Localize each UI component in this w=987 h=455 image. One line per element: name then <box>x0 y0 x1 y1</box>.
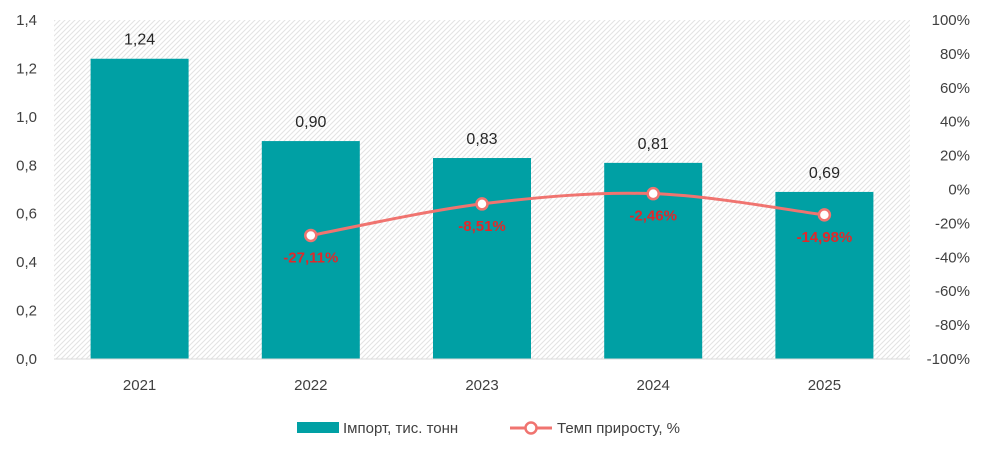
x-tick-label: 2025 <box>808 377 841 394</box>
x-tick-label: 2024 <box>637 377 670 394</box>
y-left-tick-label: 1,2 <box>16 60 37 77</box>
line-series <box>304 186 832 243</box>
bar-series <box>90 58 874 359</box>
line-data-labels: -27,11% -8,51% -2,46% -14,98% <box>283 208 852 267</box>
legend-swatch-marker <box>524 421 538 435</box>
line-data-label: -8,51% <box>458 218 506 235</box>
y-left-tick-label: 0,2 <box>16 303 37 320</box>
line-point <box>475 197 489 211</box>
y-right-tick-label: -60% <box>935 283 970 300</box>
legend-swatch-bar <box>297 422 339 433</box>
y-left-tick-label: 1,0 <box>16 109 37 126</box>
y-right-tick-label: -40% <box>935 249 970 266</box>
x-tick-label: 2022 <box>294 377 327 394</box>
bar <box>261 141 360 359</box>
y-right-tick-label: 20% <box>940 148 970 165</box>
x-tick-label: 2021 <box>123 377 156 394</box>
right-axis: -100% -80% -60% -40% -20% 0% 20% 40% 60% 80% 100% <box>927 12 970 368</box>
bar <box>90 58 189 359</box>
bar-data-label: 0,69 <box>809 165 840 182</box>
y-left-tick-label: 1,4 <box>16 12 37 29</box>
bar-data-label: 0,81 <box>638 136 669 153</box>
x-tick-label: 2023 <box>465 377 498 394</box>
y-left-tick-label: 0,4 <box>16 254 37 271</box>
line-path <box>309 191 826 237</box>
y-right-tick-label: 60% <box>940 80 970 97</box>
line-data-label: -27,11% <box>283 249 338 266</box>
bar-data-label: 0,90 <box>295 114 326 131</box>
legend: Імпорт, тис. тонн Темп приросту, % <box>297 420 680 437</box>
y-right-tick-label: 100% <box>932 12 970 29</box>
line-point <box>304 228 318 243</box>
y-right-tick-label: 0% <box>948 182 970 199</box>
y-left-tick-label: 0,8 <box>16 157 37 174</box>
legend-label-line: Темп приросту, % <box>557 420 680 437</box>
bar-data-label: 1,24 <box>124 32 155 49</box>
line-data-label: -2,46% <box>629 208 677 225</box>
y-right-tick-label: 80% <box>940 46 970 63</box>
y-right-tick-label: 40% <box>940 114 970 131</box>
left-axis: 0,0 0,2 0,4 0,6 0,8 1,0 1,2 1,4 <box>16 12 37 368</box>
x-axis: 2021 2022 2023 2024 2025 <box>123 377 841 394</box>
y-right-tick-label: -20% <box>935 215 970 232</box>
bar-data-label: 0,83 <box>466 131 497 148</box>
y-left-tick-label: 0,6 <box>16 206 37 223</box>
bar-data-labels: 1,24 0,90 0,83 0,81 0,69 <box>124 32 840 182</box>
line-point <box>817 208 832 222</box>
legend-label-bar: Імпорт, тис. тонн <box>343 420 458 437</box>
bar <box>433 158 531 359</box>
y-left-tick-label: 0,0 <box>16 351 37 368</box>
y-right-tick-label: -100% <box>927 351 970 368</box>
y-right-tick-label: -80% <box>935 317 970 334</box>
line-point <box>646 186 660 201</box>
line-data-label: -14,98% <box>796 229 852 246</box>
